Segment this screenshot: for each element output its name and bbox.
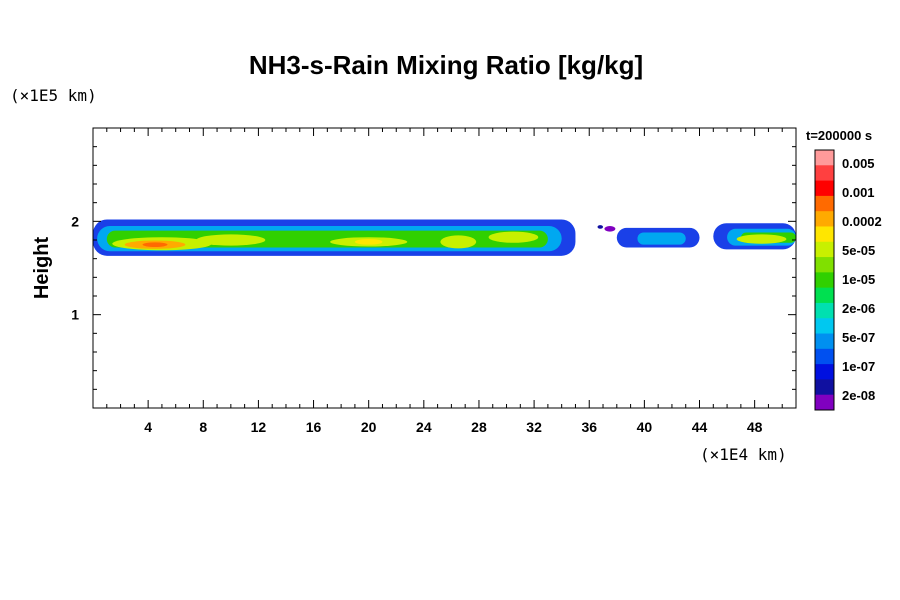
- x-tick-label-5: 24: [416, 419, 432, 435]
- x-tick-label-6: 28: [471, 419, 487, 435]
- colorbar-frame: [814, 149, 835, 411]
- colorbar-swatch-3: [815, 195, 834, 212]
- colorbar-swatch-8: [815, 272, 834, 289]
- x-tick-label-0: 4: [144, 419, 152, 435]
- colorbar-label-3: 5e-05: [842, 243, 875, 258]
- colorbar-label-7: 1e-07: [842, 359, 875, 374]
- colorbar-swatch-14: [815, 364, 834, 380]
- x-tick-label-10: 44: [692, 419, 708, 435]
- y-axis-ticks: 12: [71, 146, 796, 390]
- colorbar-swatch-13: [815, 348, 834, 365]
- x-tick-label-9: 40: [637, 419, 653, 435]
- x-tick-label-7: 32: [526, 419, 542, 435]
- x-tick-label-1: 8: [199, 419, 207, 435]
- time-label: t=200000 s: [806, 128, 872, 143]
- plot-frame: [92, 127, 797, 409]
- colorbar-swatch-6: [815, 241, 834, 258]
- colorbar-label-4: 1e-05: [842, 272, 875, 287]
- contour-blob-9: [604, 226, 616, 232]
- contour-blob-5: [354, 239, 383, 245]
- contour-band-4: [637, 232, 686, 245]
- x-axis-unit: (×1E4 km): [700, 445, 787, 464]
- colorbar-swatch-2: [815, 180, 834, 197]
- colorbar-swatch-11: [815, 318, 834, 335]
- x-tick-label-8: 36: [581, 419, 597, 435]
- contour-blob-7: [488, 231, 539, 243]
- contour-blob-8: [736, 234, 787, 244]
- colorbar-swatch-16: [815, 394, 834, 411]
- y-axis-label: Height: [31, 237, 53, 300]
- colorbar-swatch-10: [815, 302, 834, 319]
- colorbar-swatch-7: [815, 257, 834, 273]
- colorbar-label-5: 2e-06: [842, 301, 875, 316]
- contour-blob-3: [196, 234, 266, 246]
- x-axis-ticks: 4 8 12 16 20 24 28 32 36 40 44 48: [106, 128, 783, 435]
- colorbar-label-2: 0.0002: [842, 214, 882, 229]
- y-tick-label-0: 1: [71, 307, 79, 323]
- y-axis-unit: (×1E5 km): [10, 86, 97, 105]
- colorbar-swatch-5: [815, 226, 834, 243]
- x-tick-label-11: 48: [747, 419, 763, 435]
- colorbar: 0.005 0.001 0.0002 5e-05 1e-05 2e-06 5e-07 1e-0…: [814, 149, 882, 411]
- x-tick-label-2: 12: [251, 419, 267, 435]
- colorbar-swatch-12: [815, 333, 834, 350]
- contour-blob-10: [597, 225, 604, 229]
- colorbar-swatch-9: [815, 287, 834, 304]
- y-tick-label-1: 2: [71, 213, 79, 229]
- chart-title: NH3-s-Rain Mixing Ratio [kg/kg]: [249, 50, 643, 80]
- colorbar-swatch-4: [815, 211, 834, 227]
- x-tick-label-4: 20: [361, 419, 377, 435]
- colorbar-label-6: 5e-07: [842, 330, 875, 345]
- colorbar-label-0: 0.005: [842, 156, 875, 171]
- colorbar-swatch-15: [815, 379, 834, 396]
- contour-blob-2: [142, 242, 168, 248]
- colorbar-swatch-1: [815, 165, 834, 182]
- x-tick-label-3: 16: [306, 419, 322, 435]
- contour-blob-6: [440, 235, 477, 249]
- colorbar-swatch-0: [815, 150, 834, 166]
- plot-area: [93, 219, 796, 256]
- colorbar-label-1: 0.001: [842, 185, 875, 200]
- colorbar-label-8: 2e-08: [842, 388, 875, 403]
